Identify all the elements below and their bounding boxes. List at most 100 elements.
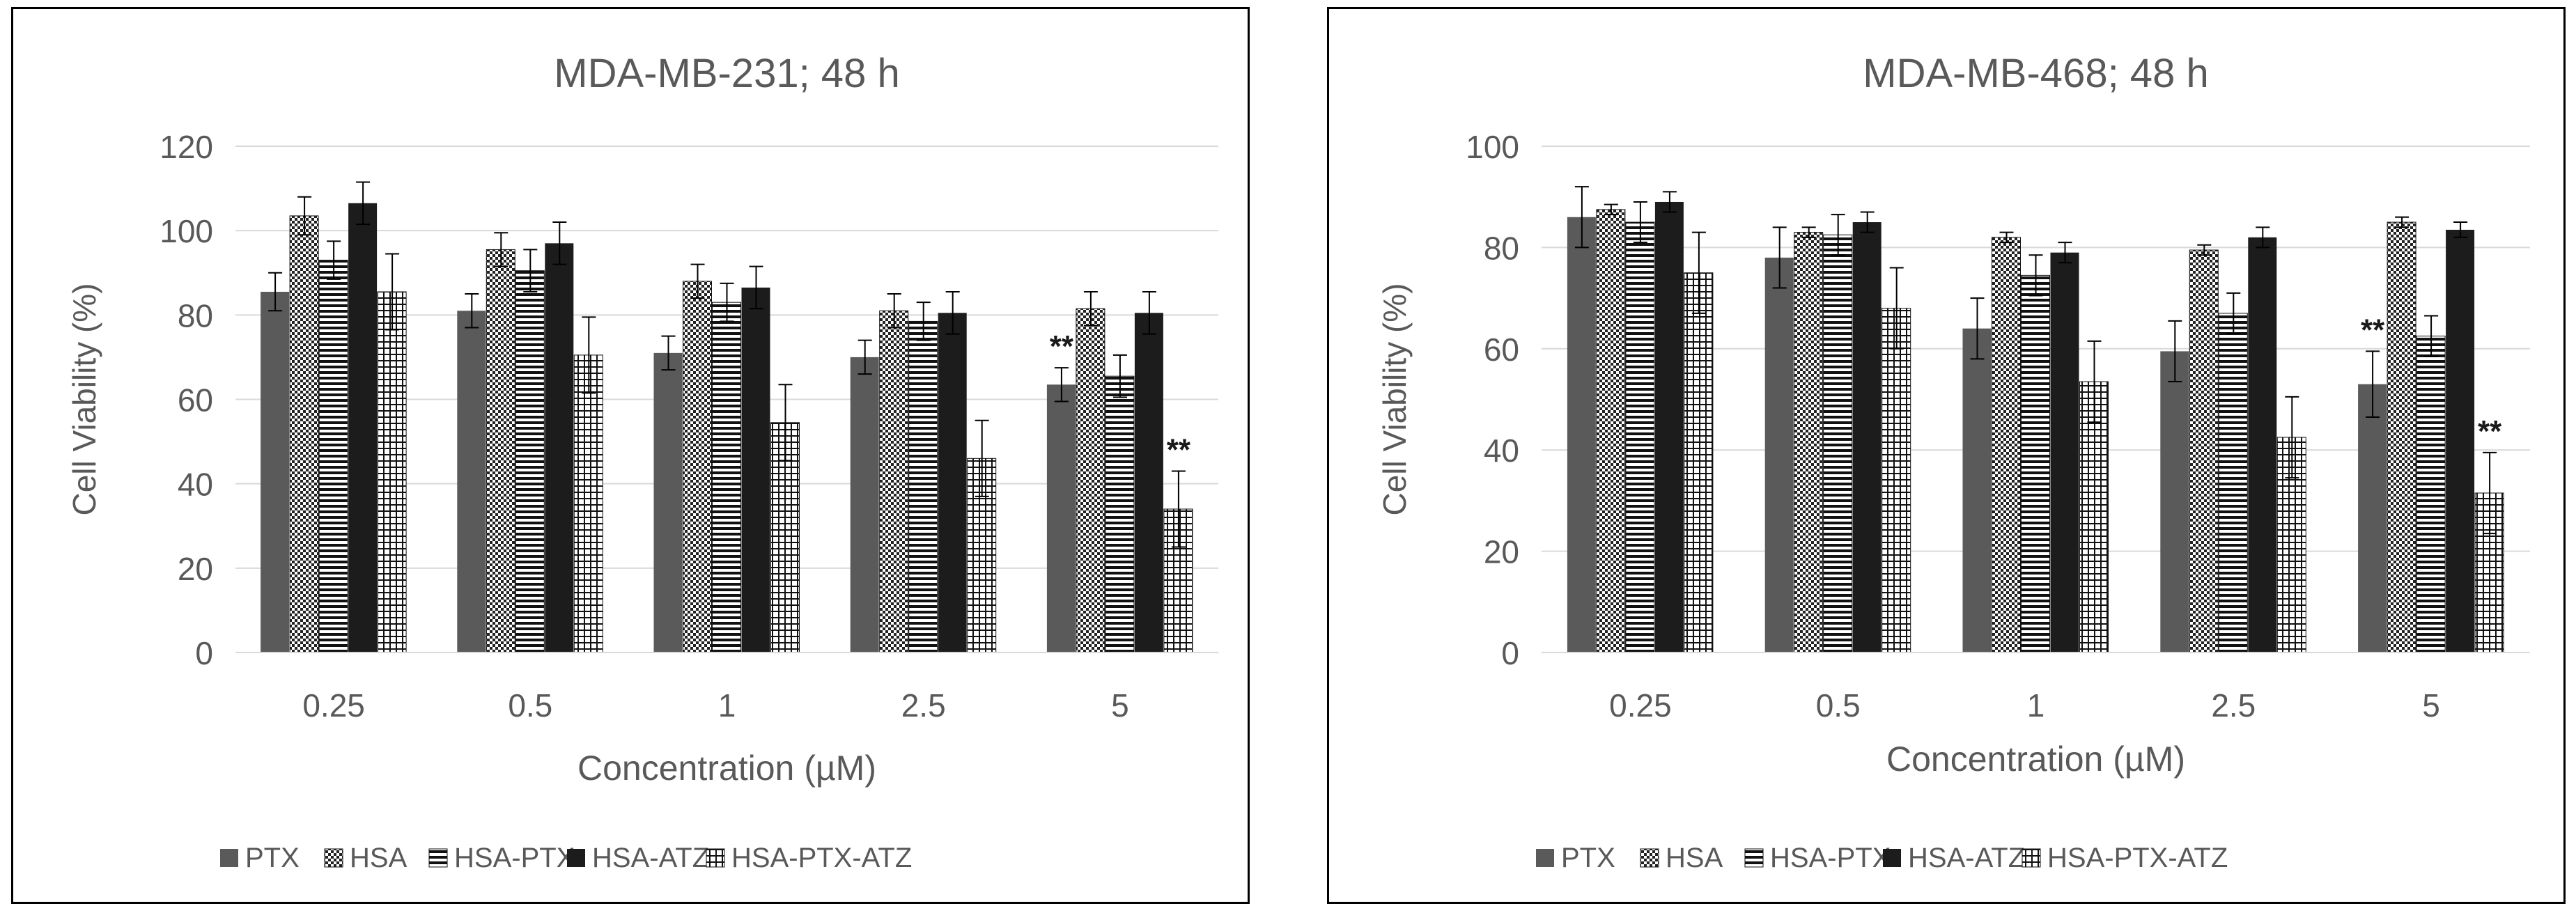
bar-ptx-2-5 — [2160, 351, 2189, 653]
error-bar-hsa-ptx-1 — [720, 282, 734, 322]
legend-swatch-hsa — [324, 848, 343, 868]
bar-hsa-0-5 — [1794, 232, 1824, 653]
bar-hsa-ptx-5 — [1105, 375, 1135, 653]
chart-panel-left: MDA-MB-231; 48 h 0 20 40 60 80 100 120 Cell Viab… — [11, 7, 1250, 904]
legend-item-hsa-atz: HSA-ATZ — [567, 843, 709, 873]
x-tick-label: 2.5 — [2211, 687, 2256, 724]
error-bar-hsa-5 — [2395, 216, 2410, 228]
bar-ptx-2-5 — [850, 357, 879, 653]
error-bar-hsa-0-5 — [494, 232, 509, 267]
error-bar-hsa-5 — [1083, 291, 1098, 327]
x-tick-label: 1 — [718, 687, 736, 724]
error-bar-hsa-atz-2-5 — [2256, 226, 2270, 249]
legend-swatch-ptx — [1536, 849, 1554, 867]
bar-hsa-atz-2-5 — [2248, 237, 2277, 653]
x-tick-label: 5 — [2422, 687, 2440, 724]
bar-hsa-ptx-2-5 — [2218, 313, 2248, 653]
error-bar-hsa-ptx-0-25 — [1633, 201, 1647, 244]
error-bar-hsa-1 — [690, 263, 705, 299]
bar-hsa-1 — [1992, 237, 2021, 653]
x-tick-label: 0.5 — [1816, 687, 1861, 724]
bar-hsa-atz-0-5 — [1852, 222, 1881, 653]
error-bar-hsa-atz-2-5 — [945, 291, 960, 335]
bar-hsa-ptx-0-25 — [318, 260, 348, 653]
y-tick-label: 40 — [1484, 432, 1519, 469]
x-axis-label: Concentration (µM) — [577, 749, 876, 788]
error-bar-hsa-ptx-0-5 — [1831, 214, 1845, 256]
error-bar-hsa-ptx-2-5 — [2226, 292, 2241, 334]
error-bar-hsa-ptx-0-5 — [523, 249, 538, 293]
error-bar-hsa-ptx-5 — [2424, 315, 2439, 357]
x-axis-label: Concentration (µM) — [1886, 740, 2185, 779]
y-axis-label: Cell Viability (%) — [66, 283, 102, 515]
chart-panel-right: MDA-MB-468; 48 h 0 20 40 60 80 100 Cell Viabili… — [1327, 7, 2566, 904]
legend-label: PTX — [245, 843, 300, 873]
bar-hsa-5 — [2387, 221, 2416, 653]
error-bar-hsa-ptx-atz-0-25 — [1691, 231, 1706, 314]
error-bar-ptx-0-25 — [268, 272, 283, 312]
error-bar-hsa-ptx-atz-1 — [2087, 340, 2102, 423]
bar-hsa-ptx-atz-0-5 — [573, 354, 603, 653]
error-bar-hsa-ptx-atz-0-5 — [1889, 267, 1904, 350]
y-tick-label: 20 — [178, 551, 213, 587]
x-tick-label: 5 — [1111, 687, 1129, 724]
bar-hsa-ptx-5 — [2416, 336, 2446, 653]
x-tick-label: 0.5 — [508, 687, 552, 724]
error-bar-hsa-atz-0-5 — [1860, 211, 1875, 233]
legend-label: HSA-PTX-ATZ — [2047, 843, 2228, 873]
error-bar-hsa-ptx-atz-0-5 — [582, 316, 596, 394]
error-bar-hsa-ptx-atz-2-5 — [975, 419, 989, 497]
bar-hsa-atz-5 — [2446, 229, 2475, 653]
error-bar-ptx-2-5 — [2168, 320, 2182, 383]
error-bar-ptx-0-5 — [465, 293, 479, 329]
y-axis-label: Cell Viability (%) — [1376, 283, 1413, 515]
y-tick-label: 60 — [178, 382, 213, 419]
bar-hsa-ptx-0-25 — [1625, 221, 1655, 653]
y-tick-label: 80 — [1484, 230, 1519, 266]
legend-swatch-hsa-ptx — [428, 848, 448, 868]
x-tick-label: 0.25 — [1609, 687, 1672, 724]
error-bar-hsa-0-25 — [1604, 203, 1618, 216]
error-bar-ptx-0-5 — [1772, 226, 1787, 289]
error-bar-hsa-atz-5 — [2453, 221, 2468, 238]
error-bar-hsa-ptx-atz-5 — [1171, 470, 1186, 548]
y-tick-label: 0 — [1501, 635, 1519, 671]
bar-ptx-0-25 — [1567, 217, 1596, 653]
significance-marker: ** — [2478, 414, 2502, 448]
error-bar-hsa-0-25 — [297, 196, 312, 236]
chart-mda-mb-231: MDA-MB-231; 48 h 0 20 40 60 80 100 120 Cell Viab… — [66, 51, 1218, 873]
legend-item-hsa-ptx: HSA-PTX — [428, 843, 575, 873]
bar-ptx-5 — [1046, 384, 1076, 653]
error-bar-hsa-2-5 — [2197, 244, 2212, 256]
bar-ptx-5 — [2358, 384, 2387, 653]
error-bar-hsa-ptx-1 — [2028, 254, 2043, 297]
legend-label: HSA — [1666, 843, 1723, 873]
x-tick-label: 0.25 — [302, 687, 365, 724]
error-bar-hsa-atz-0-25 — [1662, 191, 1677, 213]
bar-hsa-2-5 — [2189, 249, 2219, 653]
error-bar-ptx-1 — [661, 335, 676, 371]
bar-hsa-atz-0-25 — [348, 203, 378, 653]
y-tick-label: 0 — [195, 635, 213, 671]
legend-label: HSA — [350, 843, 408, 873]
chart-title: MDA-MB-468; 48 h — [1863, 51, 2208, 96]
legend-item-ptx: PTX — [220, 843, 300, 873]
chart-title: MDA-MB-231; 48 h — [554, 51, 899, 96]
error-bar-hsa-0-5 — [1801, 226, 1816, 238]
bar-ptx-0-25 — [261, 292, 290, 653]
legend-item-hsa-ptx-atz: HSA-PTX-ATZ — [706, 843, 912, 873]
bar-hsa-ptx-0-5 — [515, 270, 545, 653]
error-bar-hsa-ptx-0-25 — [327, 240, 341, 280]
bar-hsa-0-25 — [289, 215, 319, 653]
bar-hsa-ptx-2-5 — [908, 320, 938, 653]
bar-hsa-2-5 — [879, 310, 909, 653]
y-tick-label: 120 — [160, 129, 213, 165]
legend-swatch-ptx — [220, 849, 238, 867]
legend-swatch-hsa-ptx — [1744, 848, 1764, 868]
error-bar-hsa-atz-0-25 — [356, 181, 371, 226]
error-bar-hsa-ptx-atz-0-25 — [385, 253, 400, 331]
error-bar-hsa-ptx-2-5 — [916, 302, 931, 341]
legend-label: HSA-PTX — [454, 843, 575, 873]
bar-hsa-atz-0-25 — [1654, 201, 1684, 653]
legend-swatch-hsa-atz — [1883, 849, 1901, 867]
